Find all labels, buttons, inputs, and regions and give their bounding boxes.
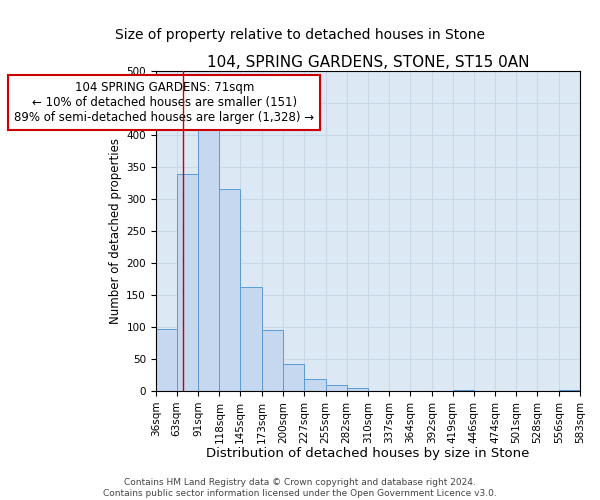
Bar (347, 388, 368, 391)
X-axis label: Distribution of detached houses by size in Stone: Distribution of detached houses by size … (206, 447, 530, 460)
Bar (240, 286, 262, 391)
Bar (304, 380, 326, 391)
Bar (156, 329, 177, 391)
Bar (283, 364, 304, 391)
Text: Size of property relative to detached houses in Stone: Size of property relative to detached ho… (115, 28, 485, 42)
Bar (559, 390, 580, 391)
Bar (220, 190, 240, 391)
Bar (326, 384, 347, 391)
Bar (177, 174, 199, 391)
Title: 104, SPRING GARDENS, STONE, ST15 0AN: 104, SPRING GARDENS, STONE, ST15 0AN (206, 55, 529, 70)
Y-axis label: Number of detached properties: Number of detached properties (109, 138, 122, 324)
Bar (453, 390, 474, 391)
Text: Contains HM Land Registry data © Crown copyright and database right 2024.
Contai: Contains HM Land Registry data © Crown c… (103, 478, 497, 498)
Text: 104 SPRING GARDENS: 71sqm
← 10% of detached houses are smaller (151)
89% of semi: 104 SPRING GARDENS: 71sqm ← 10% of detac… (14, 81, 314, 124)
Bar (262, 330, 283, 391)
Bar (199, 128, 220, 391)
